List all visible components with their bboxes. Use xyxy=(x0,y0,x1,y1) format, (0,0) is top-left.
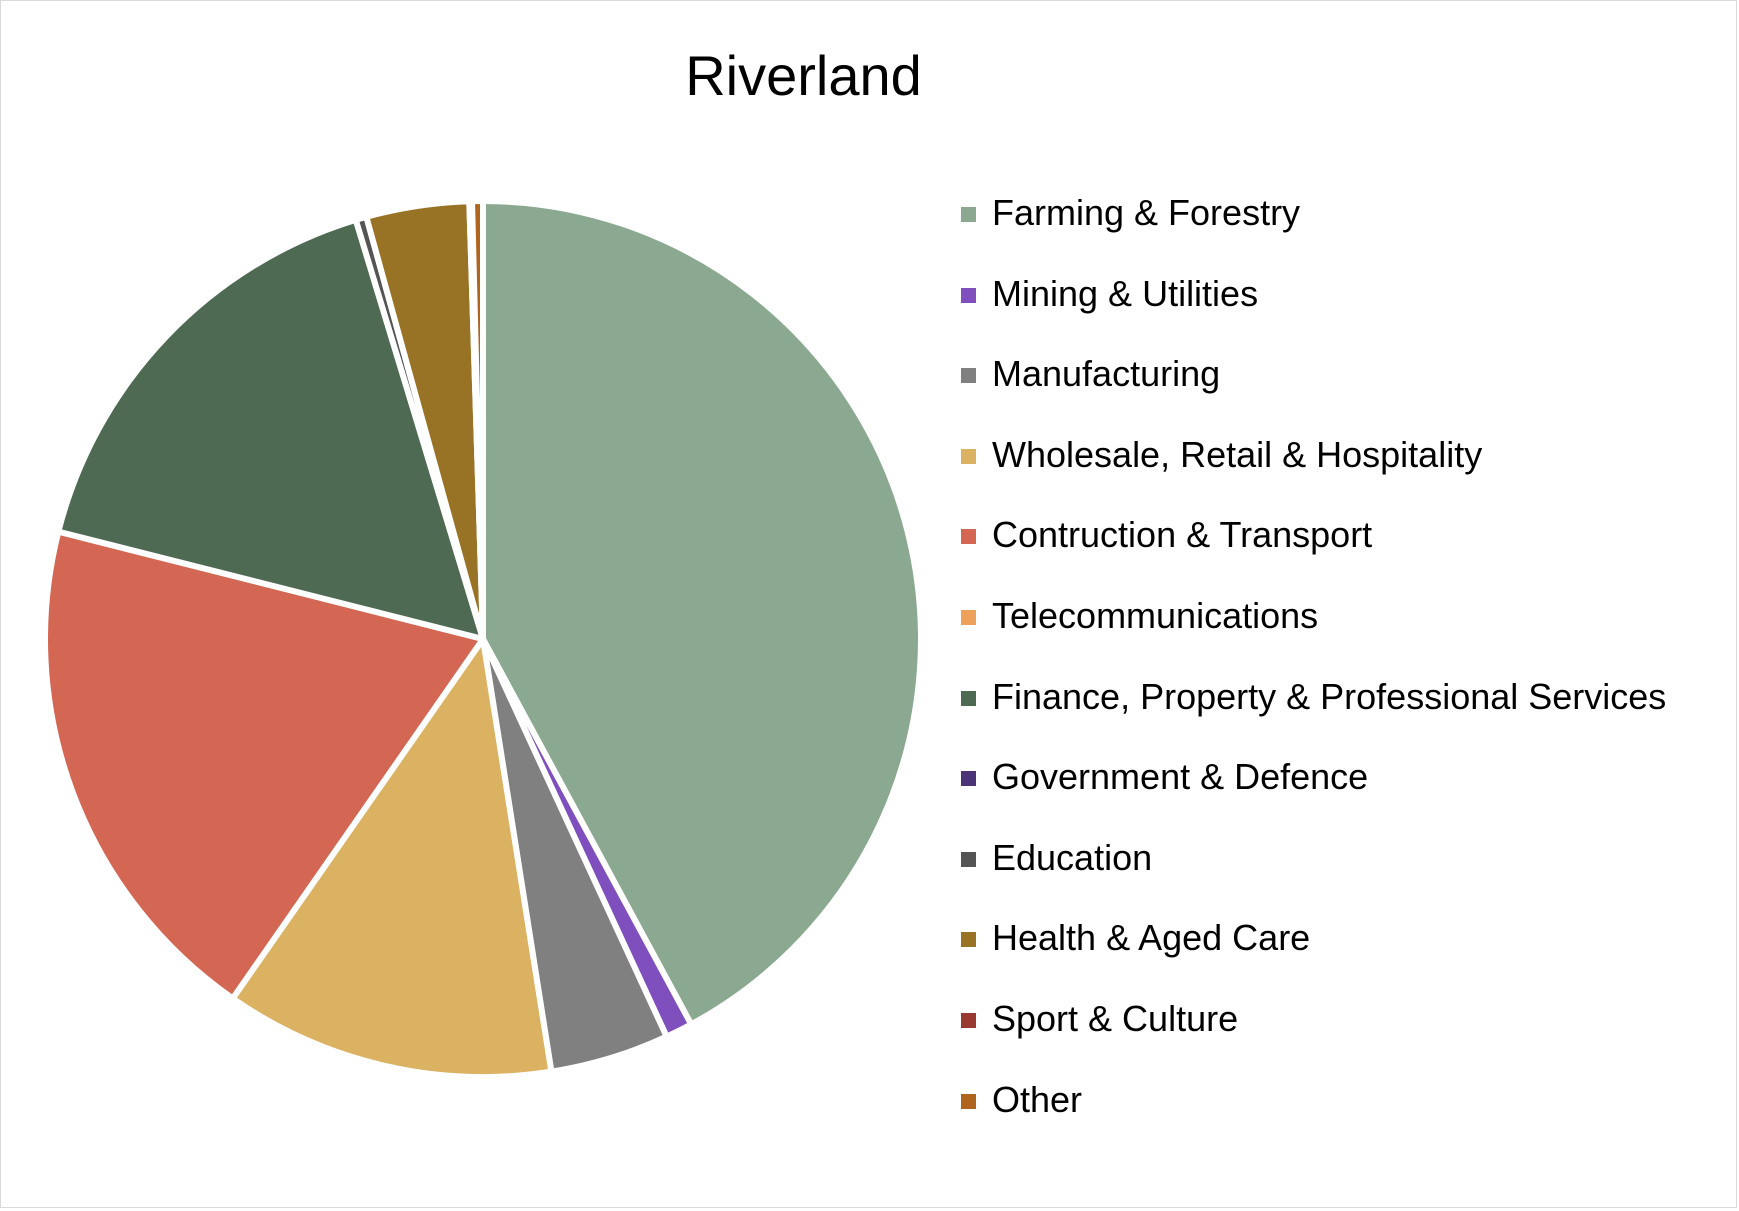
legend-item-government-defence: Government & Defence xyxy=(961,755,1666,836)
legend-label: Manufacturing xyxy=(992,353,1221,395)
legend-swatch xyxy=(961,690,976,706)
legend-swatch xyxy=(961,287,976,303)
pie-slice-other xyxy=(469,198,486,642)
legend-label: Education xyxy=(992,836,1153,878)
legend-item-telecommunications: Telecommunications xyxy=(961,594,1666,675)
legend-swatch xyxy=(961,932,976,948)
legend-label: Health & Aged Care xyxy=(992,917,1311,959)
pie-slice-contruction-transport xyxy=(42,528,486,1002)
pie-slice-wholesale-retail-hospitality xyxy=(229,636,555,1080)
legend-swatch xyxy=(961,771,976,787)
legend-item-contruction-transport: Contruction & Transport xyxy=(961,513,1666,594)
legend-swatch xyxy=(961,448,976,464)
legend-label: Other xyxy=(992,1078,1083,1120)
legend-item-sport-culture: Sport & Culture xyxy=(961,997,1666,1078)
legend-item-other: Other xyxy=(961,1078,1666,1159)
legend-item-finance-property-professional-services: Finance, Property & Professional Service… xyxy=(961,675,1666,756)
legend-item-health-aged-care: Health & Aged Care xyxy=(961,916,1666,997)
pie-slice-farming-forestry xyxy=(480,198,924,1028)
legend-label: Mining & Utilities xyxy=(992,272,1259,314)
legend-label: Contruction & Transport xyxy=(992,514,1373,556)
legend-swatch xyxy=(961,851,976,867)
legend-label: Farming & Forestry xyxy=(992,192,1301,233)
legend-item-mining-utilities: Mining & Utilities xyxy=(961,272,1666,353)
legend-swatch xyxy=(961,368,976,384)
legend-item-wholesale-retail-hospitality: Wholesale, Retail & Hospitality xyxy=(961,433,1666,514)
legend: Farming & Forestry Mining & Utilities Manu… xyxy=(961,191,1666,1158)
legend-label: Finance, Property & Professional Service… xyxy=(992,675,1667,717)
legend-item-education: Education xyxy=(961,836,1666,917)
legend-label: Telecommunications xyxy=(992,594,1319,636)
legend-swatch xyxy=(961,609,976,625)
legend-swatch xyxy=(961,529,976,545)
chart-title: Riverland xyxy=(685,44,922,107)
legend-swatch xyxy=(961,1093,976,1109)
legend-swatch xyxy=(961,207,976,222)
legend-item-manufacturing: Manufacturing xyxy=(961,352,1666,433)
pie-slice-finance-property-professional-services xyxy=(55,216,486,642)
legend-label: Government & Defence xyxy=(992,756,1369,798)
legend-label: Sport & Culture xyxy=(992,997,1239,1039)
legend-item-farming-forestry: Farming & Forestry xyxy=(961,191,1666,272)
legend-swatch xyxy=(961,1012,976,1028)
legend-label: Wholesale, Retail & Hospitality xyxy=(992,433,1483,475)
